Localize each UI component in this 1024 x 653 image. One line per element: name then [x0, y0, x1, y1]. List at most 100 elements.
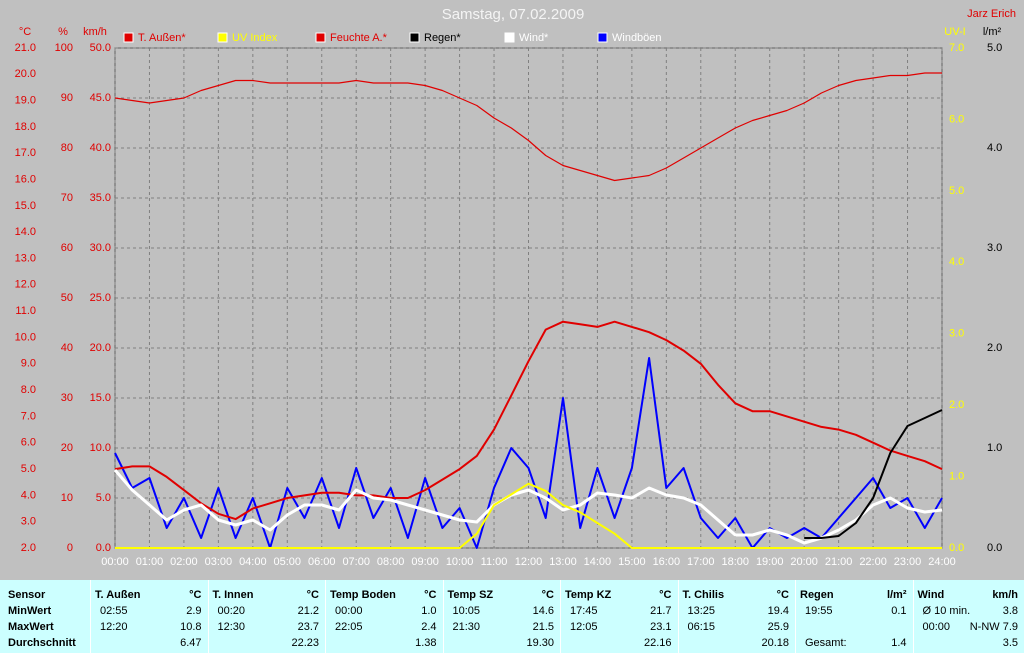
y-tick-label: 8.0	[21, 384, 36, 396]
y-tick-label: 19.0	[15, 95, 36, 107]
column-unit: km/h	[992, 589, 1018, 601]
cell: 3.5	[1002, 637, 1018, 649]
y-tick-label: 20.0	[15, 68, 36, 80]
legend-swatch	[315, 32, 326, 43]
column-divider	[795, 580, 796, 653]
x-tick-label: 20:00	[790, 556, 818, 568]
y-tick-label: 1.0	[949, 470, 964, 482]
column-header: Temp KZ	[565, 589, 612, 601]
cell: 21.2	[297, 605, 319, 617]
y-tick-label: 6.0	[949, 113, 964, 125]
x-tick-label: 22:00	[859, 556, 887, 568]
row-label: Sensor	[8, 589, 46, 601]
row-label: Durchschnitt	[8, 637, 76, 649]
column-divider	[560, 580, 561, 653]
cell: 10.8	[180, 621, 202, 633]
column-header: Temp SZ	[447, 589, 494, 601]
x-tick-label: 09:00	[411, 556, 439, 568]
y-tick-label: 90	[61, 92, 73, 104]
x-tick-label: 11:00	[481, 556, 508, 568]
cell: 06:15	[687, 621, 716, 633]
x-tick-label: 17:00	[687, 556, 715, 568]
y-tick-label: 15.0	[15, 200, 36, 212]
cell: Ø 10 min.	[922, 605, 971, 617]
y-tick-label: 2.0	[987, 342, 1002, 354]
x-tick-label: 02:00	[170, 556, 198, 568]
column-divider	[325, 580, 326, 653]
cell: 3.8	[1002, 605, 1018, 617]
column-header: T. Innen	[212, 589, 254, 601]
series-line	[113, 469, 943, 545]
cell: 1.38	[415, 637, 437, 649]
column-unit: °C	[424, 589, 437, 601]
x-tick-label: 21:00	[825, 556, 853, 568]
y-tick-label: 0.0	[987, 542, 1002, 554]
legend-label: T. Außen*	[138, 32, 186, 44]
y-tick-label: 9.0	[21, 358, 36, 370]
cell: 22:05	[335, 621, 363, 633]
column-unit: l/m²	[886, 589, 907, 601]
x-tick-label: 03:00	[205, 556, 233, 568]
column-unit: °C	[541, 589, 554, 601]
column-unit: °C	[659, 589, 672, 601]
legend-label: Windböen	[612, 32, 662, 44]
y-tick-label: 20	[61, 442, 73, 454]
summary-table: Sensor MinWert MaxWert Durchschnitt T. Außen…	[0, 580, 1024, 653]
y-tick-label: 60	[61, 242, 73, 254]
cell: 2.9	[186, 605, 202, 617]
column-header: Regen	[800, 589, 834, 601]
x-tick-label: 18:00	[721, 556, 749, 568]
column-unit: °C	[776, 589, 789, 601]
y-tick-label: 30	[61, 392, 73, 404]
y-tick-label: 30.0	[90, 242, 111, 254]
y-tick-label: 18.0	[15, 121, 36, 133]
y-tick-label: 4.0	[949, 256, 964, 268]
cell: 19.4	[767, 605, 789, 617]
chart-title: Samstag, 07.02.2009	[442, 6, 585, 23]
cell: 1.4	[891, 637, 907, 649]
y-tick-label: 5.0	[987, 42, 1002, 54]
cell: 6.47	[180, 637, 202, 649]
row-label: MaxWert	[8, 621, 54, 633]
cell: 00:20	[217, 605, 246, 617]
cell: 12:05	[570, 621, 598, 633]
cell: 22.16	[643, 637, 672, 649]
x-tick-label: 13:00	[549, 556, 577, 568]
cell: 19:55	[805, 605, 833, 617]
column-header: T. Außen	[95, 589, 141, 601]
chart: Samstag, 07.02.2009 Jarz Erich 00:00 01:0…	[15, 6, 1016, 568]
cell: 17:45	[570, 605, 598, 617]
cell: 12:20	[100, 621, 128, 633]
cell: 19.30	[526, 637, 554, 649]
x-tick-label: 05:00	[274, 556, 302, 568]
x-tick-label: 15:00	[618, 556, 646, 568]
y-tick-label: 45.0	[90, 92, 111, 104]
cell: 21:30	[452, 621, 481, 633]
cell: 23.7	[297, 621, 319, 633]
cell: 25.9	[767, 621, 789, 633]
x-tick-label: 06:00	[308, 556, 336, 568]
y-tick-label: 50.0	[90, 42, 111, 54]
series-line	[114, 320, 943, 521]
y-tick-label: 2.0	[949, 399, 964, 411]
row-label: MinWert	[8, 605, 52, 617]
cell: 13:25	[687, 605, 716, 617]
y-tick-label: 17.0	[15, 147, 36, 159]
y-tick-label: 40	[61, 342, 73, 354]
column-divider	[677, 580, 679, 653]
x-tick-label: 23:00	[894, 556, 922, 568]
x-tick-label: 14:00	[584, 556, 612, 568]
cell: 10:05	[452, 605, 481, 617]
legend-swatch	[504, 32, 515, 43]
series-line	[804, 409, 943, 539]
series-line	[114, 72, 942, 182]
cell: 2.4	[421, 621, 437, 633]
y-tick-label: 13.0	[15, 252, 36, 264]
y-tick-label: 0.0	[96, 542, 111, 554]
y-tick-label: 5.0	[21, 463, 36, 475]
legend-label: UV Index	[232, 32, 278, 44]
x-tick-label: 24:00	[928, 556, 956, 568]
axis-label: km/h	[83, 26, 107, 38]
y-tick-label: 70	[61, 192, 73, 204]
axis-label: °C	[19, 26, 31, 38]
